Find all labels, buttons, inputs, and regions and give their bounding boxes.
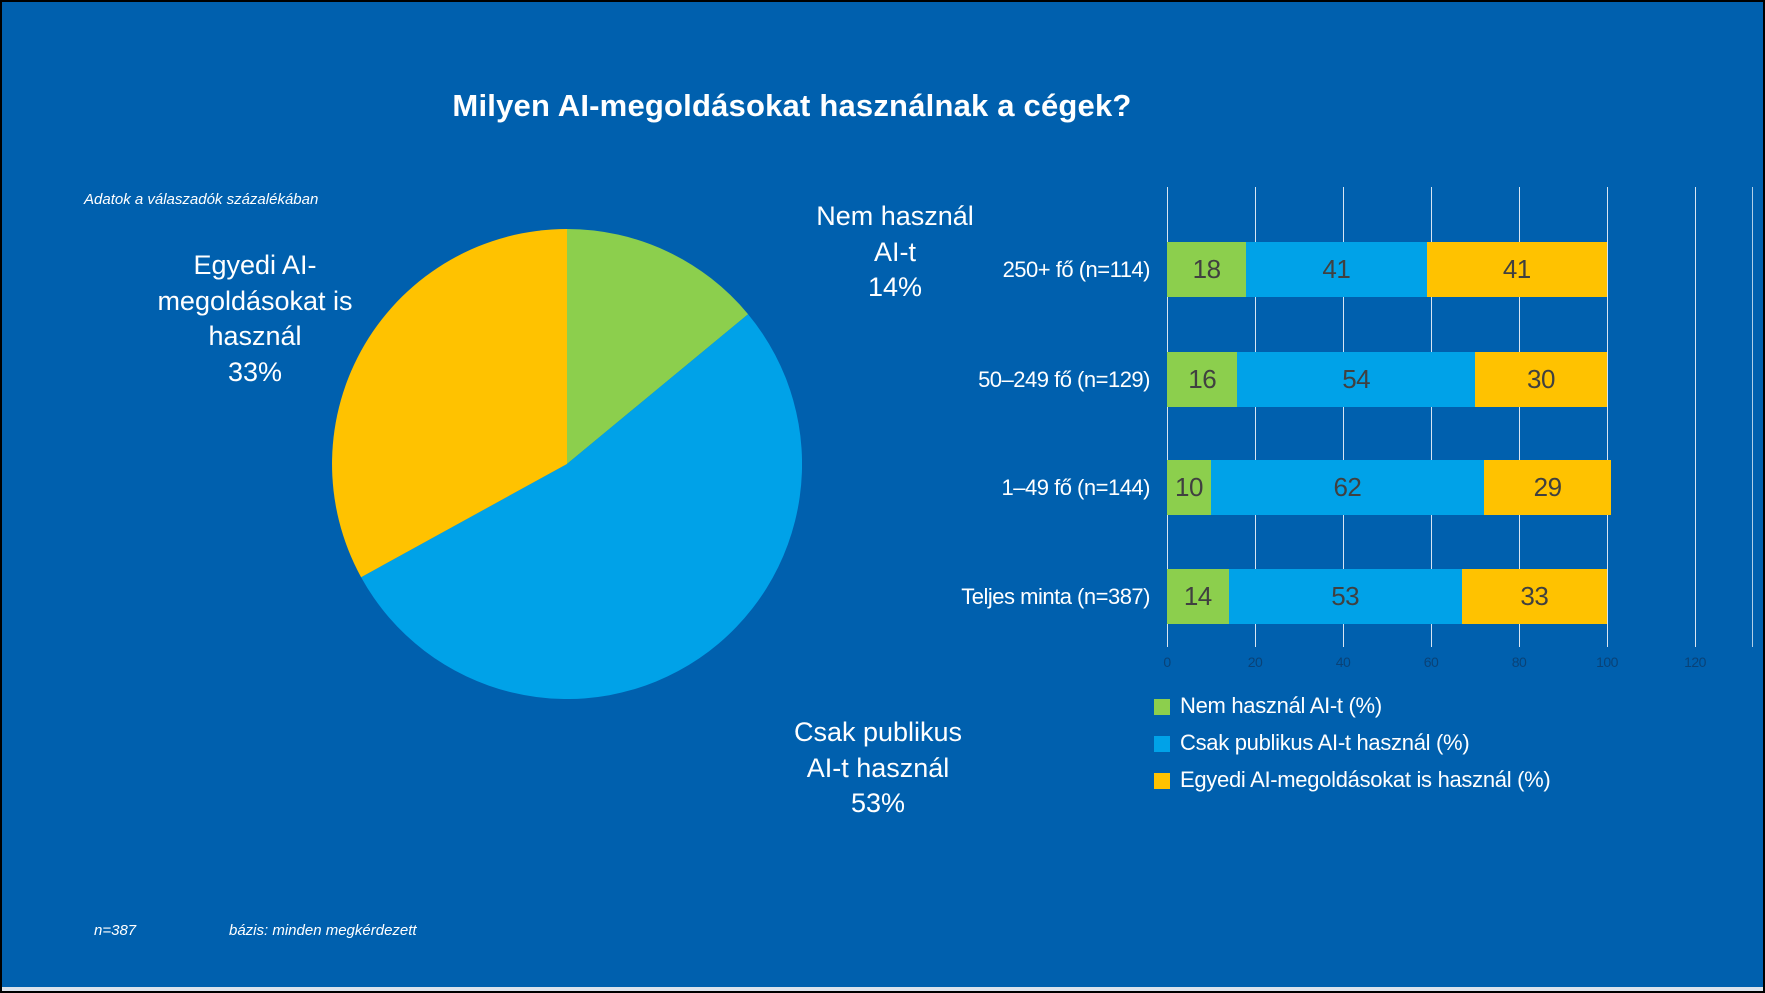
legend-label: Nem használ AI-t (%) xyxy=(1180,693,1382,718)
axis-tick-label: 20 xyxy=(1247,654,1263,670)
bar-segment-none: 16 xyxy=(1167,352,1238,407)
chart-legend: Nem használ AI-t (%) Csak publikus AI-t h… xyxy=(1154,693,1551,793)
data-note: Adatok a válaszadók százalékában xyxy=(84,191,319,208)
plot-right-border xyxy=(1752,187,1753,647)
bar-value: 29 xyxy=(1533,472,1562,502)
pie-slice-custom xyxy=(332,229,567,578)
bar-value: 10 xyxy=(1175,472,1203,502)
gridline xyxy=(1167,187,1168,647)
category-label: Teljes minta (n=387) xyxy=(961,584,1150,609)
pie-slice-none xyxy=(567,229,749,464)
page-title: Milyen AI-megoldásokat használnak a cége… xyxy=(452,88,1132,123)
basis-note: bázis: minden megkérdezett xyxy=(229,922,417,939)
bar-value: 41 xyxy=(1322,254,1351,284)
bar-row: 14 53 33 xyxy=(1167,569,1607,624)
bar-value: 41 xyxy=(1502,254,1531,284)
axis-tick-label: 80 xyxy=(1511,654,1527,670)
legend-item: Egyedi AI-megoldásokat is használ (%) xyxy=(1154,767,1551,793)
bar-segment-public: 53 xyxy=(1228,569,1462,624)
pie-slice-public xyxy=(361,314,802,699)
gridline xyxy=(1519,187,1520,647)
bar-plot: 18 41 41 16 54 30 10 62 29 14 53 33 xyxy=(1167,187,1696,647)
gridline xyxy=(1255,187,1256,647)
gridline xyxy=(1343,187,1344,647)
x-axis-ticks: 0 20 40 60 80 100 120 xyxy=(1163,654,1706,676)
axis-tick-label: 100 xyxy=(1596,654,1618,670)
bar-segment-custom: 33 xyxy=(1461,569,1607,624)
pie-label-public: Csak publikus AI-t használ 53% xyxy=(793,717,963,819)
bar-segment-public: 62 xyxy=(1211,460,1484,515)
bar-segment-custom: 30 xyxy=(1474,352,1607,407)
axis-tick-label: 40 xyxy=(1335,654,1351,670)
pie-label-none: Nem használ AI-t 14% xyxy=(816,201,974,303)
legend-label: Csak publikus AI-t használ (%) xyxy=(1180,730,1470,755)
legend-swatch-public xyxy=(1154,736,1170,752)
pie-chart xyxy=(332,229,802,699)
legend-item: Csak publikus AI-t használ (%) xyxy=(1154,730,1550,756)
bar-row: 10 62 29 xyxy=(1167,460,1612,515)
gridline xyxy=(1695,187,1696,647)
bar-segment-public: 41 xyxy=(1246,242,1427,297)
bar-segment-none: 10 xyxy=(1167,460,1211,515)
bar-categories: 250+ fő (n=114) 50–249 fő (n=129) 1–49 fő … xyxy=(822,187,1150,647)
bar-value: 62 xyxy=(1333,472,1362,502)
gridline xyxy=(1607,187,1608,647)
category-label: 50–249 fő (n=129) xyxy=(978,367,1150,392)
bar-segment-public: 54 xyxy=(1237,352,1475,407)
bar-segment-custom: 29 xyxy=(1483,460,1612,515)
legend-swatch-none xyxy=(1154,699,1170,715)
bar-value: 33 xyxy=(1520,581,1549,611)
category-label: 250+ fő (n=114) xyxy=(1002,257,1151,282)
category-label: 1–49 fő (n=144) xyxy=(1001,475,1151,500)
bar-value: 18 xyxy=(1192,254,1221,284)
bar-segment-none: 14 xyxy=(1167,569,1229,624)
legend-swatch-custom xyxy=(1154,773,1170,789)
bar-row: 16 54 30 xyxy=(1167,352,1607,407)
bottom-edge-strip xyxy=(2,987,1763,991)
pie-label-custom: Egyedi AI- megoldásokat is használ 33% xyxy=(157,250,353,387)
bar-value: 30 xyxy=(1527,364,1555,394)
bar-value: 53 xyxy=(1331,581,1360,611)
axis-tick-label: 0 xyxy=(1163,654,1171,670)
bar-value: 14 xyxy=(1183,581,1212,611)
bar-segment-none: 18 xyxy=(1167,242,1247,297)
axis-tick-label: 60 xyxy=(1423,654,1439,670)
bar-segment-custom: 41 xyxy=(1426,242,1607,297)
bar-value: 54 xyxy=(1342,364,1371,394)
legend-label: Egyedi AI-megoldásokat is használ (%) xyxy=(1180,767,1551,792)
legend-item: Nem használ AI-t (%) xyxy=(1154,693,1550,719)
sample-size-note: n=387 xyxy=(94,922,137,939)
bar-row: 18 41 41 xyxy=(1167,242,1607,297)
bar-value: 16 xyxy=(1188,364,1217,394)
axis-tick-label: 120 xyxy=(1684,654,1706,670)
gridline xyxy=(1431,187,1432,647)
